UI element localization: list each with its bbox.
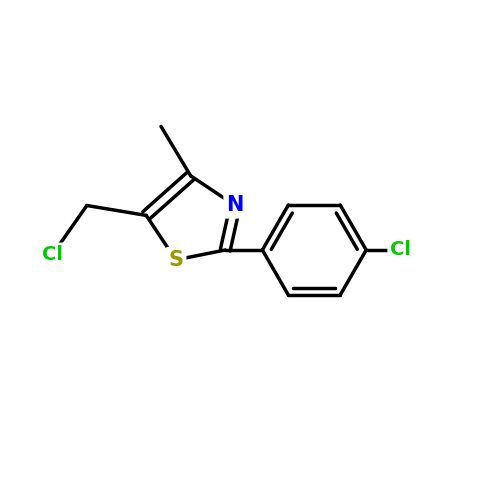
Text: Cl: Cl [390, 240, 411, 260]
Text: N: N [226, 196, 244, 216]
Text: Cl: Cl [42, 246, 62, 264]
Text: S: S [168, 250, 184, 270]
